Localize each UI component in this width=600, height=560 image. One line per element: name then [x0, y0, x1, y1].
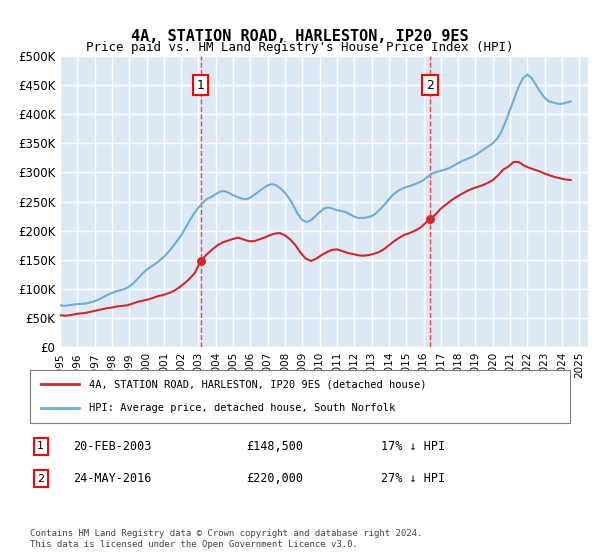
Text: 4A, STATION ROAD, HARLESTON, IP20 9ES (detached house): 4A, STATION ROAD, HARLESTON, IP20 9ES (d… [89, 380, 427, 390]
Text: 2: 2 [426, 78, 434, 92]
Text: 2: 2 [37, 474, 44, 484]
Text: 4A, STATION ROAD, HARLESTON, IP20 9ES: 4A, STATION ROAD, HARLESTON, IP20 9ES [131, 29, 469, 44]
Text: Contains HM Land Registry data © Crown copyright and database right 2024.
This d: Contains HM Land Registry data © Crown c… [30, 529, 422, 549]
Point [425, 214, 435, 223]
Text: 24-MAY-2016: 24-MAY-2016 [73, 472, 152, 486]
Text: Price paid vs. HM Land Registry's House Price Index (HPI): Price paid vs. HM Land Registry's House … [86, 41, 514, 54]
Text: HPI: Average price, detached house, South Norfolk: HPI: Average price, detached house, Sout… [89, 403, 395, 413]
Text: 1: 1 [37, 441, 44, 451]
Text: 1: 1 [197, 78, 205, 92]
Text: £220,000: £220,000 [246, 472, 303, 486]
Point [196, 256, 206, 265]
Text: 20-FEB-2003: 20-FEB-2003 [73, 440, 152, 453]
Text: £148,500: £148,500 [246, 440, 303, 453]
Text: 17% ↓ HPI: 17% ↓ HPI [381, 440, 445, 453]
Text: 27% ↓ HPI: 27% ↓ HPI [381, 472, 445, 486]
